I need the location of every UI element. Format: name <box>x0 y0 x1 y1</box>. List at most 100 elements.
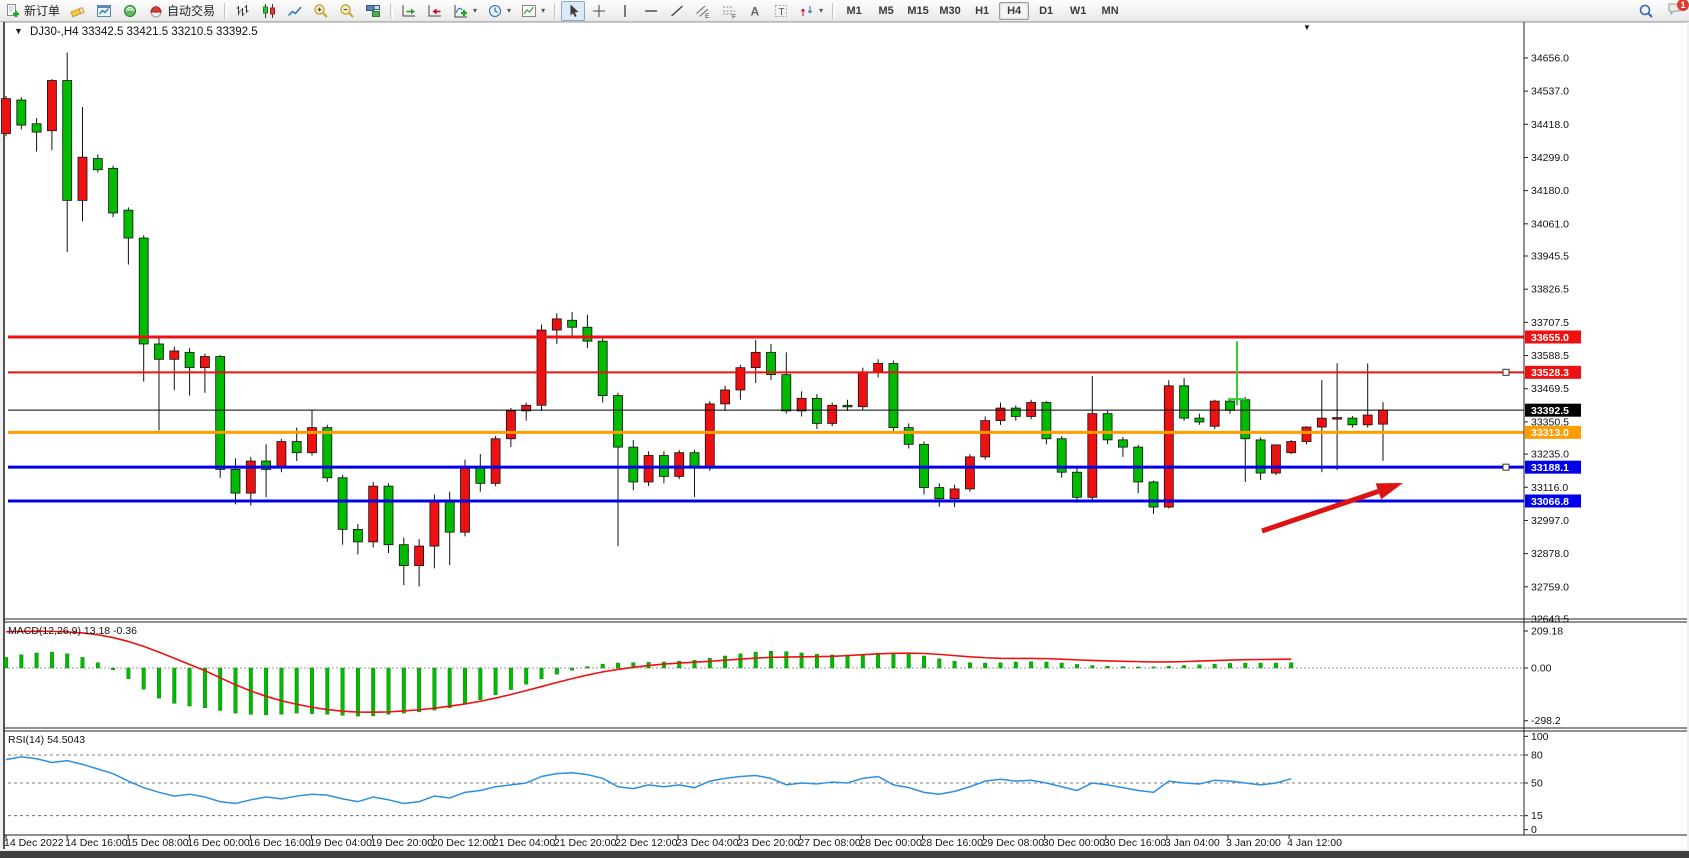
candlestick-series <box>1 52 1388 587</box>
price-badge <box>1525 330 1581 344</box>
toolbar: 新订单 自动交易 ▾ ▾ ▾ E F A T ▾ M1 M5 M15 M30 H1 H4 D1 W1 MN 1 <box>0 0 1689 22</box>
autotrading-button[interactable]: 自动交易 <box>144 1 219 21</box>
crosshair-button[interactable] <box>587 1 611 21</box>
chart-background <box>4 22 1687 849</box>
candle <box>857 371 868 408</box>
price-badge-label: 33392.5 <box>1531 405 1569 417</box>
timeframe-d1-button[interactable]: D1 <box>1039 4 1054 17</box>
hline-handle[interactable] <box>1502 463 1510 471</box>
macd-tick-label: 0.00 <box>1531 663 1552 675</box>
candle <box>1056 438 1067 473</box>
bar-chart-button[interactable] <box>231 1 255 21</box>
new-order-button[interactable]: 新订单 <box>1 1 64 21</box>
timeframe-m5-button[interactable]: M5 <box>878 4 894 17</box>
periods-button[interactable]: ▾ <box>483 1 515 21</box>
candle <box>199 356 210 369</box>
price-badge <box>1525 365 1581 379</box>
eraser-icon <box>70 6 85 17</box>
timeframe-m1-button[interactable]: M1 <box>846 4 862 17</box>
candle <box>92 158 103 171</box>
rsi-indicator-label: RSI(14) 54.5043 <box>8 734 85 746</box>
time-tick-label: 28 Dec 16:00 <box>921 837 984 849</box>
vertical-line-button[interactable] <box>613 1 637 21</box>
price-badge-label: 33528.3 <box>1531 367 1569 379</box>
price-badge-label: 33313.0 <box>1531 427 1569 439</box>
zoom-out-button[interactable] <box>335 1 359 21</box>
time-tick-label: 14 Dec 2022 <box>4 837 64 849</box>
timeframe-h4-button[interactable]: H4 <box>999 1 1030 20</box>
price-tick-label: 33707.5 <box>1531 317 1569 329</box>
signal-icon <box>124 4 137 17</box>
price-badge-label: 33188.1 <box>1531 462 1569 474</box>
line-chart-button[interactable] <box>283 1 307 21</box>
fibonacci-button[interactable]: F <box>717 1 741 21</box>
chevron-down-icon[interactable]: ▾ <box>473 6 478 15</box>
chevron-down-icon[interactable]: ▾ <box>541 6 546 15</box>
candle <box>1316 417 1327 428</box>
candle <box>16 99 27 126</box>
candle <box>842 404 853 408</box>
candle <box>827 404 838 424</box>
horizontal-line-button[interactable] <box>639 1 663 21</box>
text-button[interactable]: A <box>743 1 767 21</box>
chat-button[interactable]: 1 <box>1667 0 1689 20</box>
toolbar-separator <box>390 2 394 19</box>
clock-icon <box>489 4 502 17</box>
chart-title: DJ30-,H4 33342.5 33421.5 33210.5 33392.5 <box>30 26 258 38</box>
time-tick-label: 14 Dec 16:00 <box>65 837 128 849</box>
auto-scroll-button[interactable] <box>397 1 421 21</box>
templates-button[interactable]: ▾ <box>517 1 549 21</box>
candle <box>597 340 608 396</box>
candle <box>582 326 593 342</box>
toolbar-separator <box>224 2 228 19</box>
timeframe-m15-button[interactable]: M15 <box>907 4 929 17</box>
label-button[interactable]: T <box>769 1 793 21</box>
indicators-button[interactable]: ▾ <box>449 1 481 21</box>
chart-collapse-icon[interactable]: ▼ <box>14 26 23 36</box>
zoom-in-button[interactable] <box>309 1 333 21</box>
candle <box>1301 426 1312 442</box>
cursor-button[interactable] <box>561 0 586 21</box>
trend-arrow-annotation[interactable] <box>1261 489 1380 534</box>
trendline-button[interactable] <box>665 1 689 21</box>
time-tick-label: 30 Dec 16:00 <box>1104 837 1167 849</box>
macd-tick-label: -298.2 <box>1531 715 1561 727</box>
search-button[interactable] <box>1634 1 1658 21</box>
candle <box>1163 385 1174 508</box>
chevron-down-icon[interactable]: ▾ <box>819 6 824 15</box>
charts-window-button[interactable] <box>92 1 116 21</box>
equidistant-channel-button[interactable]: E <box>691 1 715 21</box>
labelT-icon: T <box>775 4 788 18</box>
timeframe-h1-button[interactable]: H1 <box>975 4 990 17</box>
tline-icon <box>671 4 684 17</box>
timeframe-mn-button[interactable]: MN <box>1101 4 1119 17</box>
metaeditor-button[interactable] <box>66 1 90 21</box>
fibo-icon: F <box>723 6 736 19</box>
arrows-button[interactable]: ▾ <box>795 1 827 21</box>
candle <box>1148 481 1159 508</box>
chart-shift-button[interactable] <box>423 1 447 21</box>
bottom-bar <box>0 851 1689 858</box>
timeframe-m30-button[interactable]: M30 <box>939 4 961 17</box>
time-tick-label: 20 Dec 12:00 <box>432 837 495 849</box>
tile-windows-button[interactable] <box>361 1 385 21</box>
chevron-down-icon[interactable]: ▾ <box>507 6 512 15</box>
trend-arrow-head[interactable] <box>1375 483 1403 500</box>
candle <box>1209 400 1220 427</box>
candle <box>613 395 623 448</box>
zoom-out-icon <box>340 3 354 18</box>
alerts-button[interactable] <box>118 1 142 21</box>
candlestick-chart-button[interactable] <box>257 1 281 21</box>
price-tick-label: 34061.0 <box>1531 218 1569 230</box>
hline-handle[interactable] <box>1502 368 1510 376</box>
candle <box>965 456 975 490</box>
candle <box>873 363 883 373</box>
candle <box>398 544 409 567</box>
timeframe-w1-button[interactable]: W1 <box>1069 4 1087 17</box>
chart-expand-icon[interactable]: ▼ <box>1303 23 1311 32</box>
candle <box>47 80 57 132</box>
price-badge <box>1525 403 1581 417</box>
candle <box>995 407 1006 422</box>
candle <box>1118 439 1128 448</box>
